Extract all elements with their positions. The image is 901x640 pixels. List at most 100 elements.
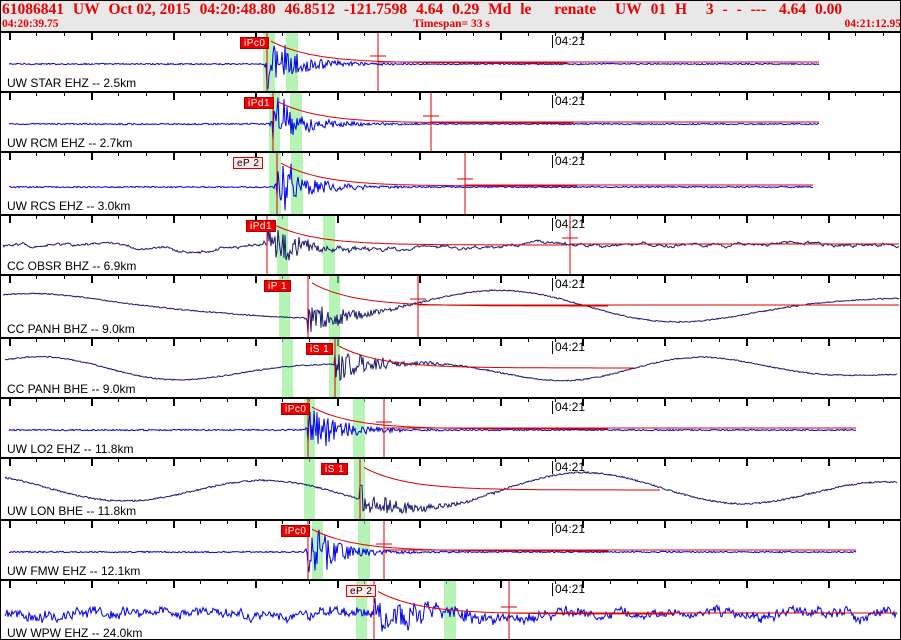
channel-label[interactable]: UW RCS EHZ -- 3.0km	[7, 199, 131, 213]
trace-axis-line	[1, 519, 900, 521]
trace-panel[interactable]: iPc0 04:21 UW FMW EHZ -- 12.1km	[1, 519, 900, 579]
trace-panel-stack[interactable]: iPc0 04:21 UW STAR EHZ -- 2.5km iPd1 04:21 UW…	[1, 31, 900, 640]
time-tick-marks	[1, 337, 900, 346]
coda-window-band	[279, 276, 290, 337]
phase-pick-label[interactable]: iS 1	[306, 343, 334, 355]
phase-pick-label[interactable]: eP 2	[233, 157, 264, 169]
pick-overlay	[266, 216, 899, 274]
coda-window-band	[304, 399, 315, 457]
coda-window-band	[286, 33, 298, 91]
trace-axis-line	[1, 91, 900, 93]
channel-label[interactable]: UW RCM EHZ -- 2.7km	[7, 136, 133, 150]
phase-pick-label[interactable]: iPd1	[244, 97, 275, 109]
coda-window-band	[282, 339, 293, 397]
pick-overlay	[307, 399, 856, 457]
analyst-name: renate	[554, 1, 597, 18]
trailing-value: 0.00	[815, 1, 843, 18]
coda-window-band	[304, 459, 315, 519]
quality-code: le	[520, 1, 532, 18]
phase-pick-label[interactable]: iP 1	[264, 280, 292, 292]
time-tick-marks	[1, 579, 900, 588]
time-tick-marks	[1, 151, 900, 160]
trace-panel[interactable]: iPc0 04:21 UW LO2 EHZ -- 11.8km	[1, 397, 900, 457]
time-tick-marks	[1, 397, 900, 406]
waveform-trace	[4, 597, 898, 632]
channel-label[interactable]: UW LON BHE -- 11.8km	[7, 504, 137, 518]
channel-label[interactable]: UW WPW EHZ -- 24.0km	[7, 626, 143, 640]
coda-window-band	[323, 216, 335, 274]
waveform-trace	[8, 410, 857, 447]
trace-axis-line	[1, 397, 900, 399]
time-axis-label: 04:21	[552, 155, 585, 168]
trace-axis-line	[1, 151, 900, 153]
origin-time: 04:20:48.80	[199, 1, 276, 18]
coda-window-band	[356, 581, 367, 639]
time-axis-label: 04:21	[552, 341, 585, 354]
timespan-line: 04:20:39.75 Timespan= 33 s 04:21:12.95	[1, 18, 901, 31]
waveform-trace	[4, 470, 898, 514]
trace-axis-line	[1, 214, 900, 216]
waveform-trace	[9, 97, 820, 141]
depth-repeat: 4.64	[779, 1, 807, 18]
field-dash-2: -	[736, 1, 742, 18]
event-date: Oct 02, 2015	[108, 1, 191, 18]
window-end-time: 04:21:12.95	[844, 18, 901, 30]
time-axis-label: 04:21	[552, 461, 585, 474]
waveform-trace	[2, 289, 900, 335]
coda-window-band	[269, 93, 280, 151]
coda-window-band	[358, 521, 370, 579]
coda-window-band	[329, 276, 340, 337]
window-start-time: 04:20:39.75	[2, 18, 59, 30]
pick-overlay	[276, 153, 813, 214]
field-dash-3: ---	[750, 1, 767, 18]
phase-pick-label[interactable]: iPc0	[240, 37, 270, 49]
phase-pick-label[interactable]: iS 1	[321, 463, 349, 475]
phase-pick-label[interactable]: iPc0	[281, 403, 311, 415]
pick-overlay	[307, 521, 856, 579]
channel-label[interactable]: UW FMW EHZ -- 12.1km	[7, 564, 141, 578]
time-tick-marks	[1, 214, 900, 223]
event-header: 61086841 UW Oct 02, 2015 04:20:48.80 46.…	[1, 1, 901, 31]
trace-panel[interactable]: iPd1 04:21 UW RCM EHZ -- 2.7km	[1, 91, 900, 151]
depth: 4.64	[416, 1, 444, 18]
channel-label[interactable]: CC PANH BHZ -- 9.0km	[7, 322, 135, 336]
pick-overlay	[307, 276, 899, 337]
phase-pick-label[interactable]: iPd1	[246, 220, 277, 232]
time-axis-label: 04:21	[552, 95, 585, 108]
trace-panel[interactable]: iS 1 04:21 CC PANH BHE -- 9.0km	[1, 337, 900, 397]
channel-label[interactable]: UW LO2 EHZ -- 11.8km	[7, 442, 134, 456]
trace-axis-line	[1, 579, 900, 581]
time-axis-label: 04:21	[552, 583, 585, 596]
timespan-label: Timespan= 33 s	[413, 18, 490, 30]
pick-overlay	[272, 93, 819, 151]
waveform-trace	[8, 44, 820, 90]
trace-panel[interactable]: iPd1 04:21 CC OBSR BHZ -- 6.9km	[1, 214, 900, 274]
channel-label[interactable]: CC OBSR BHZ -- 6.9km	[7, 259, 137, 273]
coda-window-band	[269, 153, 281, 214]
trace-panel[interactable]: iS 1 04:21 UW LON BHE -- 11.8km	[1, 457, 900, 519]
trace-panel[interactable]: eP 2 04:21 UW RCS EHZ -- 3.0km	[1, 151, 900, 214]
event-type: H	[674, 1, 688, 18]
latitude: 46.8512	[284, 1, 336, 18]
waveform-trace	[9, 529, 857, 573]
coda-window-band	[290, 93, 302, 151]
time-tick-marks	[1, 31, 900, 40]
source-code: UW	[615, 1, 642, 18]
trace-panel[interactable]: iP 1 04:21 CC PANH BHZ -- 9.0km	[1, 274, 900, 337]
channel-label[interactable]: UW STAR EHZ -- 2.5km	[7, 76, 137, 90]
phase-pick-label[interactable]: eP 2	[346, 585, 377, 597]
trace-panel[interactable]: eP 2 04:21 UW WPW EHZ -- 24.0km	[1, 579, 900, 640]
network-code: UW	[72, 1, 100, 18]
trace-axis-line	[1, 31, 900, 33]
phase-pick-label[interactable]: iPc0	[281, 525, 311, 537]
time-axis-label: 04:21	[552, 278, 585, 291]
pick-overlay	[334, 339, 635, 397]
trace-axis-line	[1, 274, 900, 276]
event-id: 61086841	[2, 1, 64, 18]
trace-panel[interactable]: iPc0 04:21 UW STAR EHZ -- 2.5km	[1, 31, 900, 91]
pick-overlay	[359, 459, 660, 519]
field-dash-1: -	[722, 1, 728, 18]
rms: 0.29	[452, 1, 480, 18]
channel-label[interactable]: CC PANH BHE -- 9.0km	[7, 382, 136, 396]
